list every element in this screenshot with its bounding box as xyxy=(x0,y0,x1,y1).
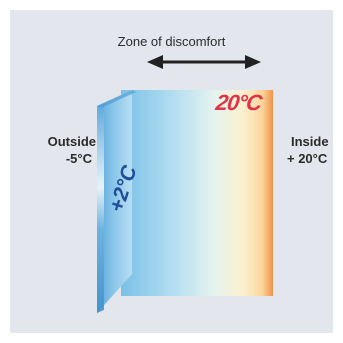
room-gradient xyxy=(121,90,273,296)
wall-slab xyxy=(97,90,132,313)
inner-surface-temperature: 20°C xyxy=(214,90,263,115)
wall-outer-edge xyxy=(97,103,104,313)
wall-top-edge xyxy=(97,90,136,108)
outside-label: Outside xyxy=(47,134,96,149)
zone-arrow xyxy=(147,55,261,69)
inside-temperature: + 20°C xyxy=(287,151,328,166)
outside-temperature: -5°C xyxy=(65,151,92,166)
inside-label: Inside xyxy=(291,134,329,149)
zone-of-discomfort-label: Zone of discomfort xyxy=(117,34,226,49)
